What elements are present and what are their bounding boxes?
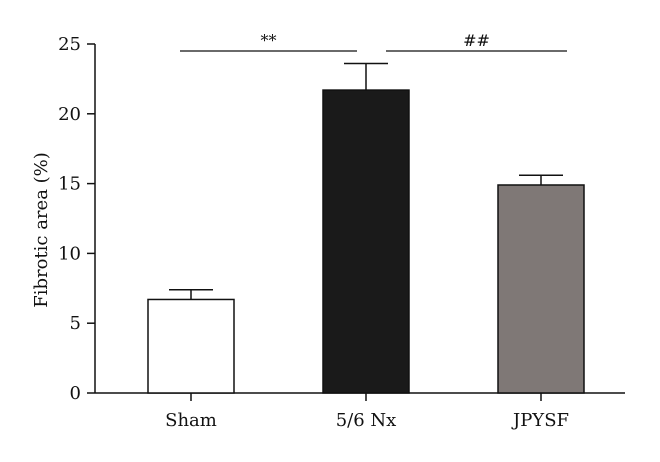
y-tick-label: 5 (70, 313, 81, 334)
x-category-label: 5/6 Nx (336, 410, 397, 431)
y-tick-label: 0 (70, 383, 81, 404)
bars (147, 89, 585, 394)
y-tick-label: 15 (58, 174, 81, 195)
error-bars (169, 62, 563, 300)
y-tick-label: 10 (58, 243, 81, 264)
y-tick-label: 20 (58, 104, 81, 125)
significance-label: ** (261, 31, 277, 50)
y-tick-label: 25 (58, 34, 81, 55)
significance-label: ## (463, 31, 490, 50)
x-category-label: Sham (165, 410, 217, 431)
x-category-label: JPYSF (511, 410, 569, 431)
x-axis: Sham 5/6 Nx JPYSF (95, 392, 625, 431)
y-axis-title: Fibrotic area (%) (31, 152, 52, 308)
bar-sham (147, 298, 235, 394)
significance-markers: ** ## (180, 31, 567, 52)
y-axis: 0 5 10 15 20 25 (58, 34, 96, 404)
bar-5-6-nx (322, 89, 410, 394)
bar-jpysf (497, 184, 585, 394)
